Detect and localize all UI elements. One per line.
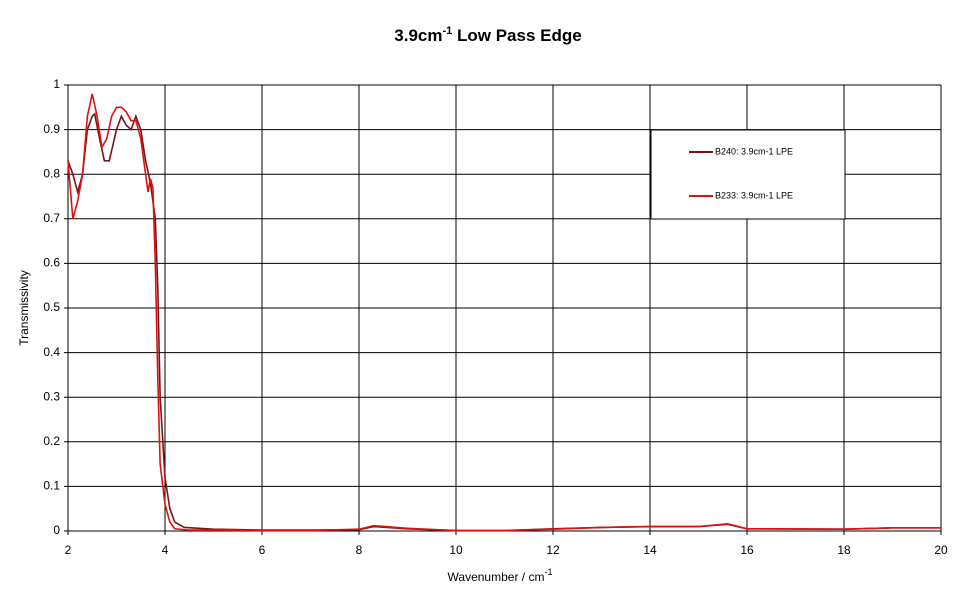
y-tick-label: 0.5 xyxy=(43,300,60,314)
x-tick-label: 14 xyxy=(643,543,657,557)
y-axis-label: Transmissivity xyxy=(17,270,31,346)
y-tick-label: 0.6 xyxy=(43,256,60,270)
y-tick-label: 0.1 xyxy=(43,479,60,493)
x-label-main: Wavenumber / cm xyxy=(448,570,545,584)
x-tick-label: 6 xyxy=(259,543,266,557)
x-tick-label: 2 xyxy=(65,543,72,557)
y-tick-label: 0.9 xyxy=(43,122,60,136)
y-tick-label: 0.4 xyxy=(43,345,60,359)
x-tick-label: 4 xyxy=(162,543,169,557)
legend-box xyxy=(650,129,846,220)
x-tick-label: 20 xyxy=(934,543,948,557)
y-tick-label: 0.7 xyxy=(43,211,60,225)
x-tick-label: 12 xyxy=(546,543,560,557)
legend-label: B240: 3.9cm-1 LPE xyxy=(715,146,793,156)
x-tick-label: 16 xyxy=(740,543,754,557)
x-tick-label: 18 xyxy=(837,543,851,557)
y-tick-label: 0.8 xyxy=(43,166,60,180)
series-line xyxy=(67,93,941,532)
x-tick-label: 10 xyxy=(449,543,463,557)
title-main: 3.9cm xyxy=(394,26,442,45)
x-label-sup: -1 xyxy=(544,567,552,577)
title-sup: -1 xyxy=(442,25,452,37)
y-tick-label: 0.3 xyxy=(43,389,60,403)
y-tick-label: 1 xyxy=(53,77,60,91)
y-tick-label: 0 xyxy=(53,523,60,537)
x-axis-label: Wavenumber / cm-1 xyxy=(448,567,553,584)
y-tick-label: 0.2 xyxy=(43,434,60,448)
chart-title: 3.9cm-1 Low Pass Edge xyxy=(394,25,581,46)
legend-label: B233: 3.9cm-1 LPE xyxy=(715,190,793,200)
x-tick-label: 8 xyxy=(356,543,363,557)
title-rest: Low Pass Edge xyxy=(452,26,581,45)
